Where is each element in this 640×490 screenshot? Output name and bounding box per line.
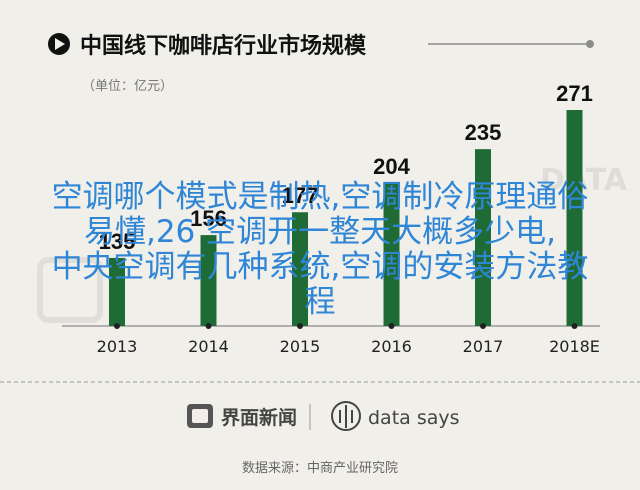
overlay-line-3: 中央空调有几种系统,空调的安装方法教 [51,249,589,285]
overlay-line-2: 易懂,26 空调开一整天大概多少电, [83,214,556,250]
x-tick-label-2017: 2017 [463,337,504,356]
data-says-logo: data says [331,401,460,431]
overlay-line-4: 程 [304,284,336,320]
value-label-2013: 135 [99,229,136,254]
overlay-line-1: 空调哪个模式是制热,空调制冷原理通俗 [51,179,589,215]
x-ticks-group: 2013 2014 2015 2016 2017 2018E [97,323,600,356]
data-says-icon [331,401,361,431]
x-tick-label-2013: 2013 [97,337,138,356]
bar-2017 [475,149,491,326]
axis-dot-2016 [388,323,395,329]
value-labels-group: 135 156 177 204 235 271 [99,81,593,254]
value-label-2015: 177 [282,183,319,208]
data-says-label: data says [368,407,460,429]
axis-dot-2015 [297,323,303,329]
bar-2013 [109,257,125,326]
source-note: 数据来源：中商产业研究院 [242,461,398,476]
bar-2016 [383,182,400,326]
value-label-2014: 156 [190,206,227,231]
x-tick-label-2015: 2015 [280,337,321,356]
brand-logo: 界面新闻 [187,404,297,429]
watermark-text: DATA SAYS [540,163,640,198]
axis-dot-2018E [571,323,578,329]
bar-2015 [292,212,308,326]
value-label-2018E: 271 [556,81,593,106]
title-rule-dot [586,40,594,48]
bar-2018E [566,110,583,326]
bar-2014 [200,235,217,326]
x-tick-label-2016: 2016 [371,337,412,356]
watermark: DATA SAYS [37,163,640,323]
chart-title: 中国线下咖啡店行业市场规模 [80,33,367,59]
axis-dot-2014 [205,323,212,329]
title-play-icon [55,38,65,50]
bars-group [109,110,583,326]
x-tick-label-2018E: 2018E [549,337,600,356]
value-label-2017: 235 [465,120,502,145]
brand-label: 界面新闻 [221,406,297,429]
x-tick-label-2014: 2014 [188,337,229,356]
brand-logo-inner [192,409,208,423]
axis-dot-2017 [480,323,486,329]
value-label-2016: 204 [373,154,410,179]
axis-dot-2013 [114,323,120,329]
watermark-logo-icon [37,257,103,323]
overlay-text-block: 空调哪个模式是制热,空调制冷原理通俗 易懂,26 空调开一整天大概多少电, 中央… [14,180,626,320]
unit-label: （单位：亿元） [82,79,173,94]
